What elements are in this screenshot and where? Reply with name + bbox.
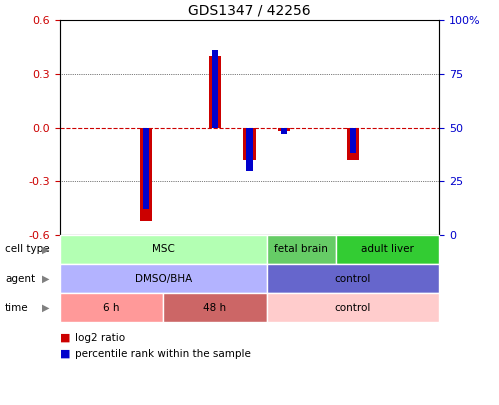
Bar: [350, 128, 356, 153]
Text: DMSO/BHA: DMSO/BHA: [135, 274, 192, 284]
Text: ▶: ▶: [42, 303, 50, 313]
Text: time: time: [5, 303, 28, 313]
Text: control: control: [335, 303, 371, 313]
Text: 48 h: 48 h: [204, 303, 227, 313]
Bar: [278, 128, 290, 131]
Text: adult liver: adult liver: [361, 245, 414, 254]
Bar: [209, 56, 221, 128]
Title: GDS1347 / 42256: GDS1347 / 42256: [188, 4, 311, 18]
Text: ▶: ▶: [42, 245, 50, 254]
Bar: [280, 128, 287, 134]
Text: control: control: [335, 274, 371, 284]
Text: cell type: cell type: [5, 245, 49, 254]
Text: ▶: ▶: [42, 274, 50, 284]
Bar: [246, 128, 253, 171]
Bar: [347, 128, 359, 160]
Bar: [244, 128, 255, 160]
Bar: [143, 128, 149, 209]
Text: ■: ■: [60, 333, 70, 343]
Bar: [212, 50, 219, 128]
Text: ■: ■: [60, 349, 70, 359]
Text: log2 ratio: log2 ratio: [75, 333, 125, 343]
Text: agent: agent: [5, 274, 35, 284]
Text: 6 h: 6 h: [103, 303, 120, 313]
Text: MSC: MSC: [152, 245, 175, 254]
Bar: [140, 128, 152, 221]
Text: fetal brain: fetal brain: [274, 245, 328, 254]
Text: percentile rank within the sample: percentile rank within the sample: [75, 349, 250, 359]
